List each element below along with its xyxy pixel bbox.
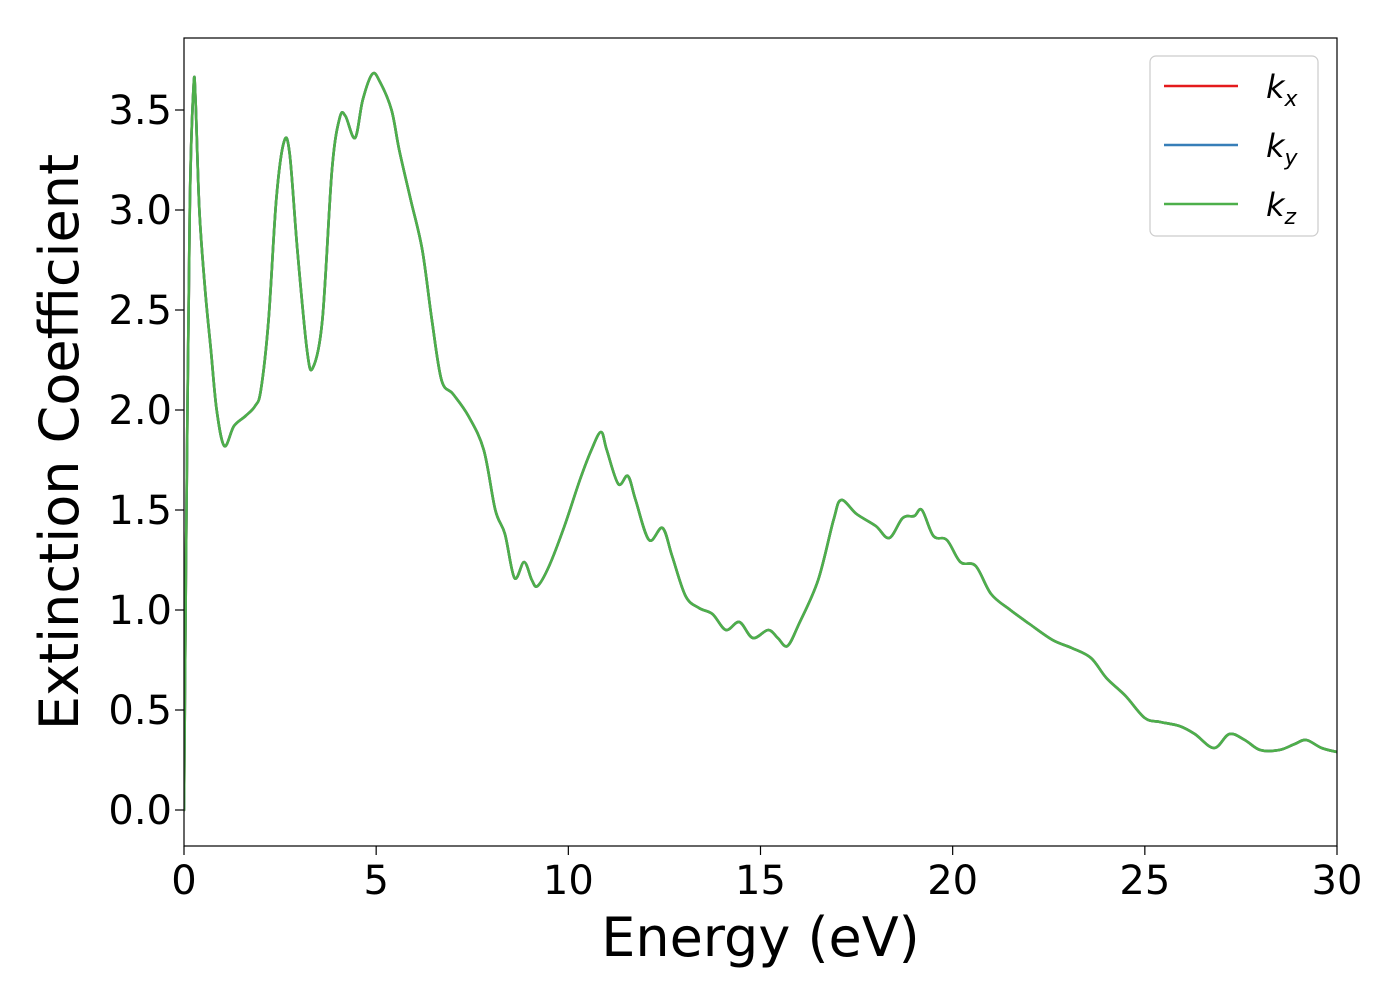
x-tick-label: 20 bbox=[927, 858, 978, 904]
y-tick-label: 2.5 bbox=[108, 288, 172, 334]
x-tick-label: 30 bbox=[1312, 858, 1363, 904]
legend-label-kx: kx bbox=[1266, 68, 1299, 112]
series-line-kz bbox=[184, 71, 1337, 812]
y-tick-label: 3.0 bbox=[108, 188, 172, 234]
x-tick-label: 5 bbox=[363, 858, 388, 904]
x-tick-label: 0 bbox=[171, 858, 196, 904]
y-tick-label: 3.5 bbox=[108, 88, 172, 134]
x-tick-label: 10 bbox=[543, 858, 594, 904]
y-tick-label: 0.5 bbox=[108, 688, 172, 734]
y-tick-label: 2.0 bbox=[108, 388, 172, 434]
y-axis-label: Extinction Coefficient bbox=[28, 154, 91, 730]
x-tick-label: 25 bbox=[1119, 858, 1170, 904]
y-tick-label: 1.5 bbox=[108, 488, 172, 534]
y-tick-label: 0.0 bbox=[108, 788, 172, 834]
x-axis-ticks: 0 5 10 15 20 25 30 bbox=[171, 846, 1362, 904]
legend: kx ky kz bbox=[1149, 55, 1319, 237]
y-axis-ticks: 0.0 0.5 1.0 1.5 2.0 2.5 3.0 3.5 bbox=[108, 88, 184, 834]
lines-layer bbox=[184, 71, 1337, 812]
x-tick-label: 15 bbox=[735, 858, 786, 904]
legend-label-ky: ky bbox=[1266, 127, 1299, 171]
y-tick-label: 1.0 bbox=[108, 588, 172, 634]
legend-items: kx ky kz bbox=[1164, 68, 1299, 230]
legend-label-kz: kz bbox=[1266, 186, 1297, 230]
x-axis-label: Energy (eV) bbox=[601, 906, 920, 969]
